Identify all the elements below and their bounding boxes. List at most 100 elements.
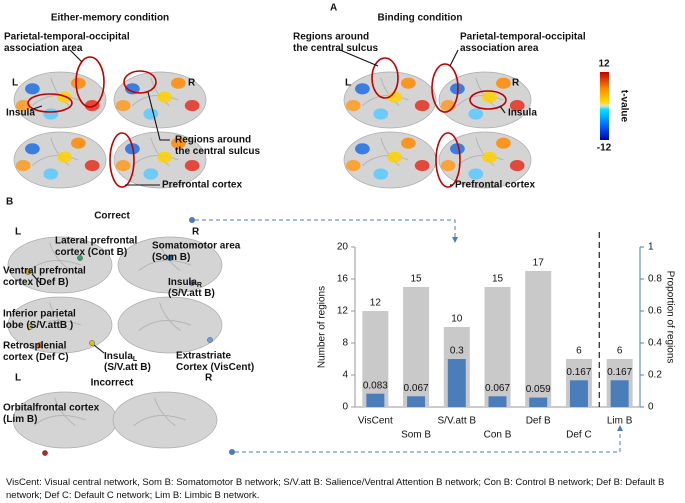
highlight xyxy=(371,57,399,99)
data-label: 0.067 xyxy=(485,383,510,394)
connector xyxy=(195,219,458,243)
activation xyxy=(15,160,31,172)
activation xyxy=(171,137,186,149)
label: Lateral prefrontal xyxy=(55,236,137,247)
roi xyxy=(89,340,95,346)
y-tick-label: 16 xyxy=(337,274,349,285)
activation xyxy=(57,151,72,163)
roi xyxy=(27,324,33,330)
activation xyxy=(57,91,72,103)
brain-sulcus xyxy=(362,77,409,106)
data-label: 15 xyxy=(492,274,504,285)
connector-dot xyxy=(229,449,235,455)
activation xyxy=(373,108,389,120)
brain-sulcus xyxy=(132,137,179,166)
label: Ventral prefrontal xyxy=(3,266,86,277)
activation xyxy=(496,137,511,149)
label: Regions around xyxy=(293,32,369,43)
highlight xyxy=(109,132,135,188)
bar xyxy=(362,311,389,407)
activation xyxy=(184,160,200,172)
y-tick-label: 12 xyxy=(337,306,349,317)
label: Insula xyxy=(6,108,35,119)
activation xyxy=(71,137,86,149)
y-tick-label: 4 xyxy=(342,370,348,381)
highlight xyxy=(123,70,157,94)
label: cortex (Cont B) xyxy=(55,247,127,258)
data-label: 0.167 xyxy=(607,367,632,378)
title: Binding condition xyxy=(378,13,463,24)
brain-sulcus xyxy=(132,77,179,106)
activation xyxy=(25,83,40,95)
activation xyxy=(509,160,525,172)
x-tick-label: Def C xyxy=(566,430,592,441)
label: InsulaR xyxy=(168,277,202,290)
activation xyxy=(115,160,131,172)
brain-sulcus xyxy=(28,242,81,272)
label: A xyxy=(330,3,337,14)
activation xyxy=(84,160,100,172)
activation xyxy=(15,100,31,112)
label: R xyxy=(197,282,202,289)
brain xyxy=(117,236,223,294)
label: -12 xyxy=(597,143,612,154)
connector xyxy=(339,49,379,67)
bar xyxy=(610,380,629,407)
bar xyxy=(447,359,466,407)
brain-sulcus xyxy=(138,302,191,332)
bar xyxy=(488,396,507,407)
label: association area xyxy=(460,43,539,54)
label: (Som B) xyxy=(152,252,190,263)
y2-tick-label: 0.4 xyxy=(648,338,662,349)
roi xyxy=(77,255,83,261)
label: cortex (Def B) xyxy=(3,277,69,288)
activation xyxy=(468,108,484,120)
label: Retrosplenial xyxy=(3,341,67,352)
y2-tick-label: 0.8 xyxy=(648,274,662,285)
bar xyxy=(484,287,511,407)
roi xyxy=(37,342,43,348)
activation xyxy=(468,168,484,180)
brain-sulcus xyxy=(32,137,79,166)
data-label: 0.083 xyxy=(363,380,388,391)
activation xyxy=(157,151,172,163)
data-label: 17 xyxy=(533,258,545,269)
data-label: 0.3 xyxy=(450,346,464,357)
activation xyxy=(115,100,131,112)
label: Regions around xyxy=(175,135,251,146)
activation xyxy=(373,168,389,180)
activation xyxy=(509,100,525,112)
roi xyxy=(25,269,31,275)
data-label: 6 xyxy=(617,346,623,357)
label: B xyxy=(6,197,13,208)
label: association area xyxy=(4,43,83,54)
label: Correct xyxy=(94,211,130,222)
label: cortex (Def C) xyxy=(3,352,69,363)
connector xyxy=(235,425,623,453)
label: Incorrect xyxy=(91,378,134,389)
y2-tick-label: 0.6 xyxy=(648,306,662,317)
brain-sulcus xyxy=(32,77,79,106)
activation xyxy=(401,77,416,89)
connector xyxy=(147,91,170,141)
x-tick-label: Con B xyxy=(484,430,512,441)
data-label: 10 xyxy=(451,314,463,325)
label: lobe (S/V.attB ) xyxy=(3,320,73,331)
y2-tick-label: 0.2 xyxy=(648,370,662,381)
figure-canvas: A Either-memory condition Binding conditio… xyxy=(3,3,675,456)
y2-tick-label: 1 xyxy=(648,242,654,253)
activation xyxy=(43,168,59,180)
y-axis-label: Number of regions xyxy=(317,286,328,368)
label: Extrastriate xyxy=(176,351,231,362)
label: Insula xyxy=(508,108,537,119)
label: t-value xyxy=(618,90,629,123)
activation xyxy=(355,83,370,95)
bar xyxy=(569,380,588,407)
caption: VisCent: Visual central network, Som B: … xyxy=(6,477,665,501)
label: Insula xyxy=(104,351,133,362)
label: L xyxy=(345,78,351,89)
label: Cortex (VisCent) xyxy=(176,362,254,373)
label: Insula xyxy=(168,277,197,288)
activation xyxy=(143,108,159,120)
